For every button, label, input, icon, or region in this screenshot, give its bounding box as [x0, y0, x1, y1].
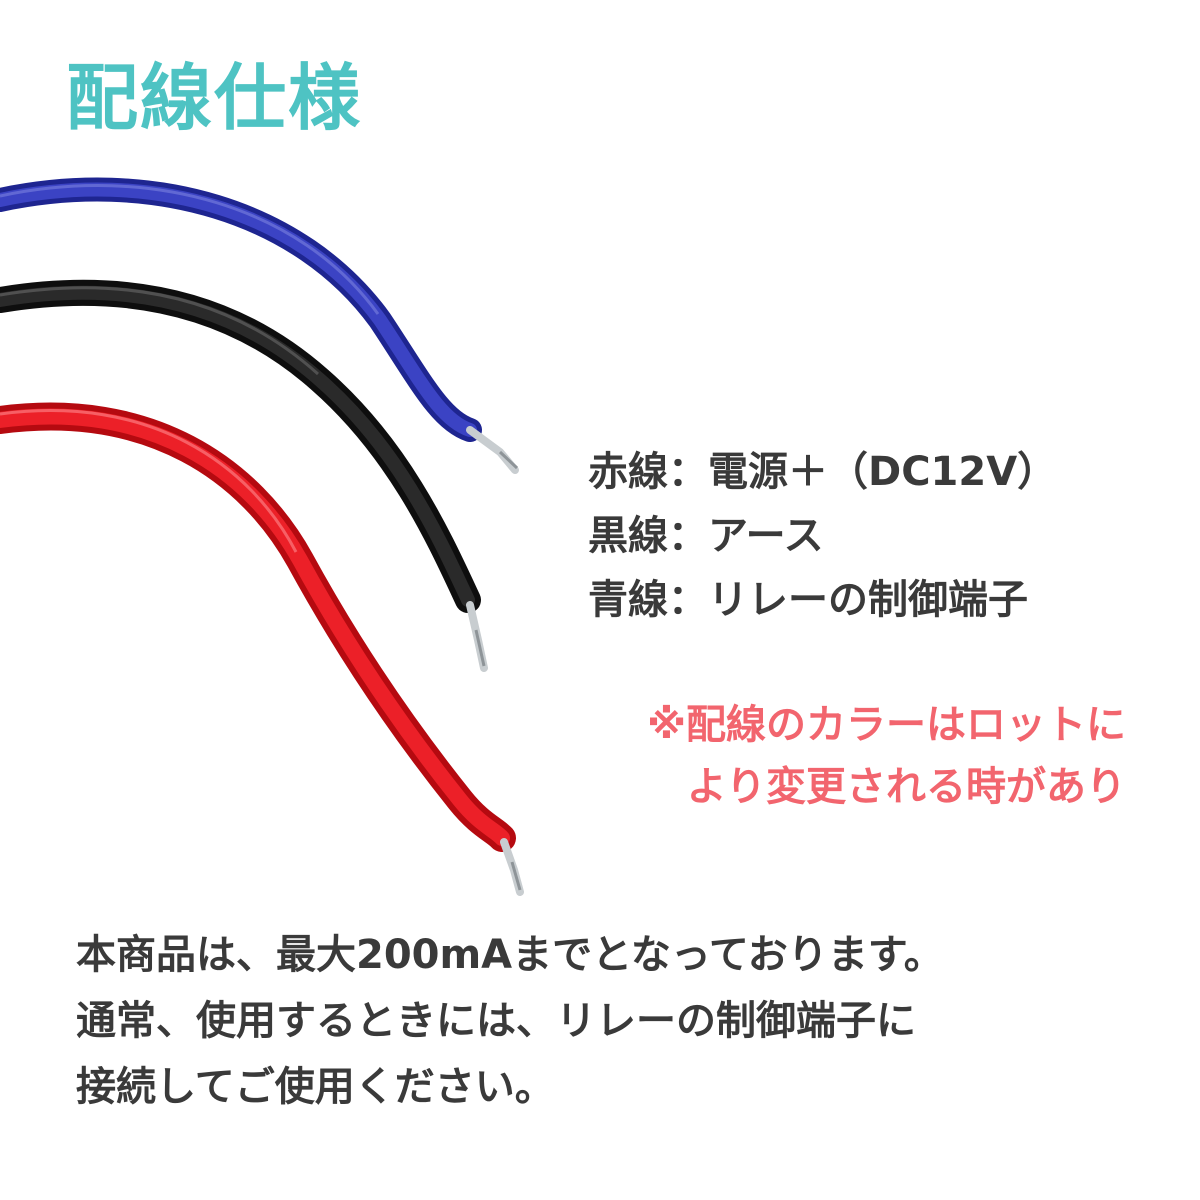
spec-blue-wire: 青線：リレーの制御端子 — [588, 577, 1028, 623]
description-line-3: 接続してご使用ください。 — [76, 1064, 555, 1110]
note-line-1: ※配線のカラーはロットに — [647, 702, 1126, 748]
description-line-1: 本商品は、最大200mAまでとなっております。 — [76, 932, 944, 978]
color-variation-note: ※配線のカラーはロットに より変更される時があり — [647, 694, 1126, 818]
blue-wire — [0, 177, 519, 474]
description-line-2: 通常、使用するときには、リレーの制御端子に — [76, 998, 916, 1044]
note-line-2: より変更される時があり — [686, 764, 1126, 810]
spec-black-wire: 黒線：アース — [588, 513, 824, 559]
red-wire — [0, 402, 524, 896]
page-title: 配線仕様 — [66, 56, 363, 140]
spec-red-wire: 赤線：電源＋（DC12V） — [588, 449, 1058, 495]
wire-spec-list: 赤線：電源＋（DC12V） 黒線：アース 青線：リレーの制御端子 — [588, 440, 1057, 632]
black-wire — [0, 279, 488, 672]
usage-description: 本商品は、最大200mAまでとなっております。 通常、使用するときには、リレーの… — [76, 922, 944, 1120]
